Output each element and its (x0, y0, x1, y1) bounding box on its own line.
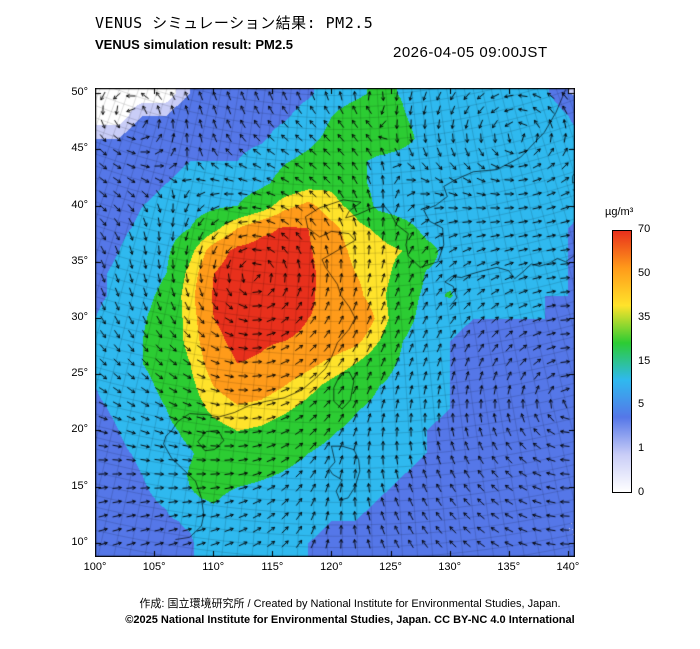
lon-tick-label: 140° (556, 561, 580, 573)
lat-tick-label: 35° (71, 254, 88, 267)
page-title-japanese: VENUS シミュレーション結果: PM2.5 (95, 14, 374, 32)
lon-tick-label: 135° (497, 561, 521, 573)
lon-tick-label: 130° (438, 561, 462, 573)
colorbar-gradient (612, 230, 632, 493)
lon-tick-label: 105° (142, 561, 166, 573)
map-plot-area (95, 88, 575, 557)
colorbar-tick-label: 1 (638, 442, 645, 455)
lat-tick-label: 25° (71, 367, 88, 380)
lon-tick-label: 120° (320, 561, 343, 573)
lon-tick-label: 100° (83, 561, 107, 573)
colorbar-tick-label: 50 (638, 266, 651, 279)
timestamp-label: 2026-04-05 09:00JST (393, 44, 548, 61)
lat-tick-label: 10° (71, 535, 88, 548)
lat-tick-label: 30° (71, 311, 88, 323)
pm25-concentration-map (95, 88, 575, 557)
colorbar-unit-label: µg/m³ (605, 206, 634, 218)
lon-tick-label: 110° (202, 561, 225, 573)
copyright-line: ©2025 National Institute for Environment… (125, 614, 575, 626)
credit-line: 作成: 国立環境研究所 / Created by National Instit… (139, 598, 561, 610)
lat-tick-label: 15° (71, 479, 88, 492)
lat-tick-label: 20° (71, 423, 88, 436)
lon-tick-label: 115° (261, 561, 284, 573)
lon-tick-label: 125° (379, 561, 402, 573)
lat-tick-label: 50° (71, 86, 88, 99)
lat-tick-label: 40° (71, 198, 88, 211)
colorbar-tick-label: 15 (638, 354, 651, 367)
colorbar-tick-label: 0 (638, 486, 645, 498)
colorbar-tick-label: 70 (638, 223, 651, 235)
colorbar-tick-label: 5 (638, 398, 645, 411)
page-title-english: VENUS simulation result: PM2.5 (95, 37, 293, 52)
colorbar-tick-label: 35 (638, 310, 651, 323)
lat-tick-label: 45° (71, 142, 88, 155)
